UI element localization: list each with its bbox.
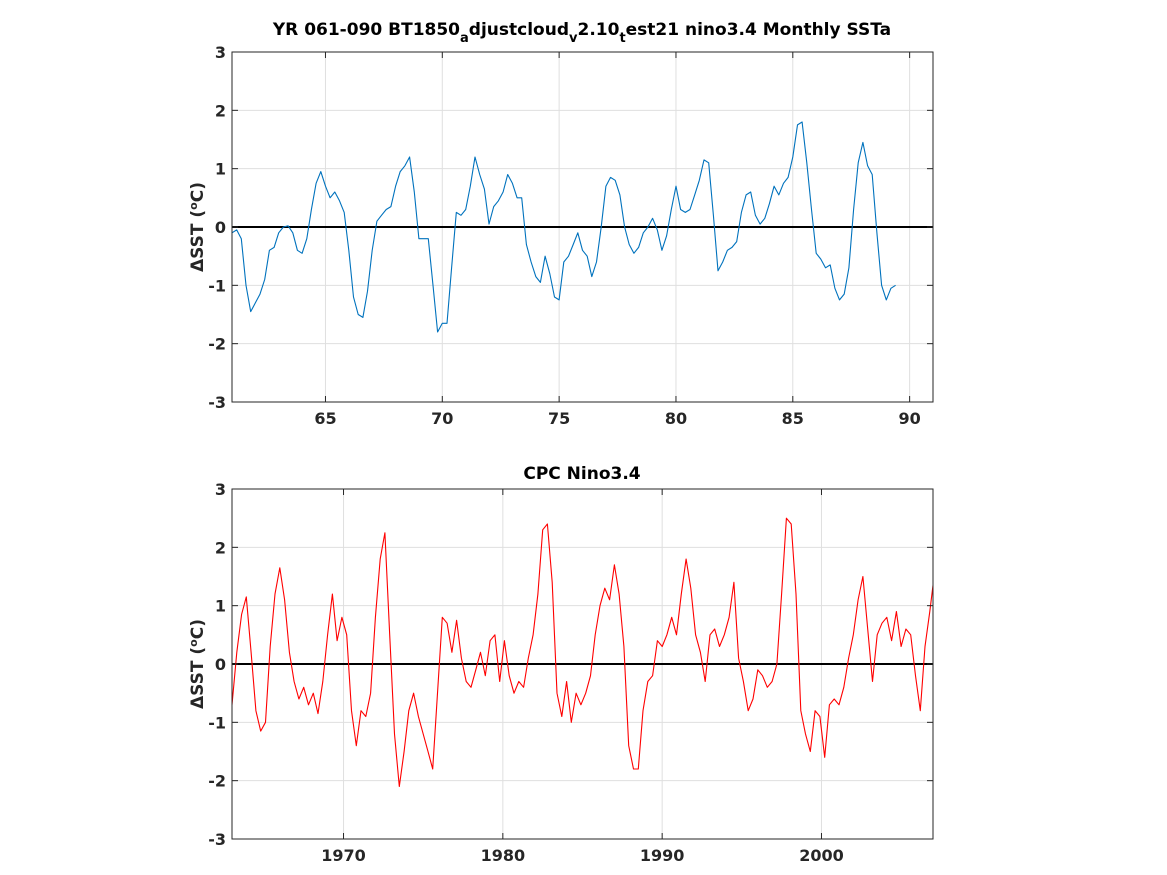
- x-tick-label: 1980: [481, 846, 526, 865]
- chart-title: YR 061-090 BT1850adjustcloudv2.10test21 …: [272, 20, 891, 46]
- y-tick-label: -2: [208, 335, 226, 354]
- y-tick-label: -1: [208, 276, 226, 295]
- y-tick-label: 1: [215, 597, 226, 616]
- y-tick-label: -3: [208, 830, 226, 849]
- y-axis: -3 -2 -1 0 1 2 3: [208, 480, 933, 849]
- x-tick-label: 1990: [640, 846, 685, 865]
- y-tick-label: 0: [215, 655, 226, 674]
- x-tick-label: 80: [665, 409, 687, 428]
- y-tick-label: -1: [208, 713, 226, 732]
- y-tick-label: 2: [215, 101, 226, 120]
- data-series: [231, 121, 896, 333]
- chart-top: 65 70 75 80 85 90 -3 -2 -1 0 1 2 3 YR 061-090 BT185…: [187, 20, 934, 428]
- x-tick-label: 70: [431, 409, 453, 428]
- series-line: [231, 121, 896, 333]
- y-axis-label: ΔSST (oC): [187, 182, 208, 272]
- x-axis: 65 70 75 80 85 90: [314, 52, 921, 428]
- y-tick-label: 0: [215, 218, 226, 237]
- y-tick-label: 3: [215, 43, 226, 62]
- x-tick-label: 85: [782, 409, 804, 428]
- series-line: [231, 517, 934, 788]
- x-tick-label: 2000: [799, 846, 844, 865]
- y-axis: -3 -2 -1 0 1 2 3: [208, 43, 933, 412]
- y-tick-label: -2: [208, 772, 226, 791]
- y-tick-label: 2: [215, 538, 226, 557]
- x-axis: 1970 1980 1990 2000: [321, 489, 844, 865]
- chart-title: CPC Nino3.4: [523, 464, 640, 484]
- data-series: [231, 517, 934, 788]
- x-tick-label: 90: [899, 409, 921, 428]
- y-tick-label: 1: [215, 160, 226, 179]
- y-axis-label: ΔSST (oC): [187, 619, 208, 709]
- y-tick-label: -3: [208, 393, 226, 412]
- x-tick-label: 65: [314, 409, 336, 428]
- x-tick-label: 75: [548, 409, 570, 428]
- y-tick-label: 3: [215, 480, 226, 499]
- x-tick-label: 1970: [321, 846, 366, 865]
